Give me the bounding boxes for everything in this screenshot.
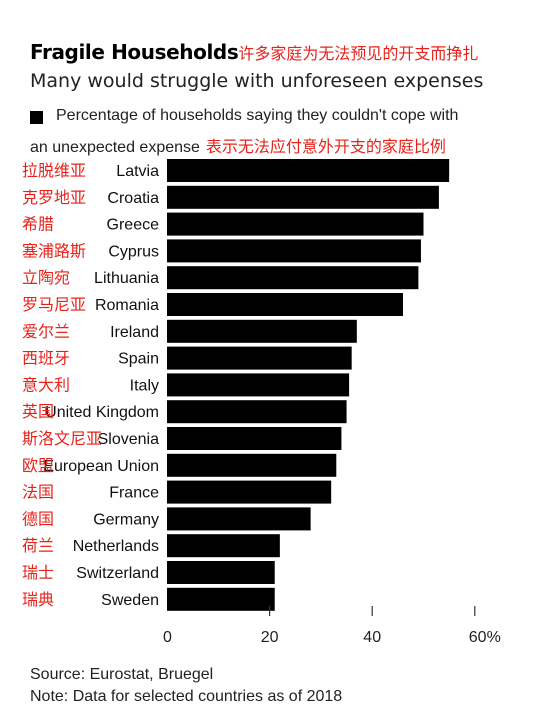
bar-sweden [167,587,275,611]
category-annotation: 欧盟 [22,456,54,475]
category-label: Spain [118,351,159,368]
bar-chart: Latvia 拉脱维亚 Croatia 克罗地亚 Greece 希腊 Cyprus 塞浦路斯 L… [22,159,501,646]
bar-lithuania [167,266,419,290]
category-label: Ireland [110,324,159,341]
category-annotation: 西班牙 [22,349,70,368]
legend-annotation: 表示无法应付意外开支的家庭比例 [205,137,446,156]
category-label: Croatia [107,190,159,207]
category-label: Latvia [116,163,159,180]
bar-switzerland [167,561,275,584]
bar-netherlands [167,534,280,558]
x-tick-label: 40 [363,629,381,646]
bar-spain [167,346,352,370]
category-label: European Union [43,458,159,475]
x-tick-label: 20 [261,629,279,646]
bar-latvia [167,159,450,182]
category-annotation: 英国 [22,402,54,421]
category-label: Lithuania [94,270,159,287]
category-label: Cyprus [108,243,159,260]
category-label: France [109,485,159,502]
category-annotation: 法国 [22,483,54,502]
bar-romania [167,293,403,316]
category-annotation: 希腊 [22,215,54,234]
chart-subtitle: Many would struggle with unforeseen expe… [30,70,484,92]
category-annotation: 罗马尼亚 [22,295,86,314]
bar-slovenia [167,427,342,450]
bar-united-kingdom [167,400,347,424]
category-annotation: 爱尔兰 [22,322,70,341]
category-annotation: 拉脱维亚 [22,161,86,180]
bar-france [167,480,332,504]
bar-greece [167,212,424,236]
category-label: Switzerland [76,565,159,582]
category-label: Italy [130,377,159,394]
category-label: Greece [107,217,160,234]
category-annotation: 塞浦路斯 [22,241,86,260]
data-note: Note: Data for selected countries as of … [30,688,343,705]
category-label: Romania [95,297,159,314]
category-label: United Kingdom [45,404,159,421]
category-annotation: 意大利 [22,375,70,394]
category-label: Slovenia [98,431,159,448]
category-annotation: 克罗地亚 [22,188,86,207]
bar-italy [167,373,350,397]
source-note: Source: Eurostat, Bruegel [30,666,214,683]
category-annotation: 德国 [22,509,54,528]
bar-european-union [167,453,337,477]
category-annotation: 瑞士 [22,563,54,582]
category-label: Germany [93,511,159,528]
legend-swatch [30,111,43,124]
title-line: Fragile Households许多家庭为无法预见的开支而挣扎 [30,40,478,64]
bar-ireland [167,319,357,343]
category-label: Netherlands [73,538,159,555]
category-annotation: 立陶宛 [22,268,70,287]
chart-title-annotation: 许多家庭为无法预见的开支而挣扎 [238,44,479,63]
bar-cyprus [167,239,421,263]
x-tick-label: 60% [469,629,501,646]
legend-label-line2-text: an unexpected expense [30,139,200,156]
bar-germany [167,507,311,531]
category-annotation: 瑞典 [22,590,54,609]
x-tick-label: 0 [163,629,172,646]
category-annotation: 斯洛文尼亚 [22,429,102,448]
category-label: Sweden [101,592,159,609]
category-annotation: 荷兰 [22,536,54,555]
chart-title: Fragile Households [30,40,239,64]
bar-croatia [167,185,439,209]
legend-label-line1: Percentage of households saying they cou… [56,107,459,124]
legend-label-line2: an unexpected expense 表示无法应付意外开支的家庭比例 [30,133,446,157]
